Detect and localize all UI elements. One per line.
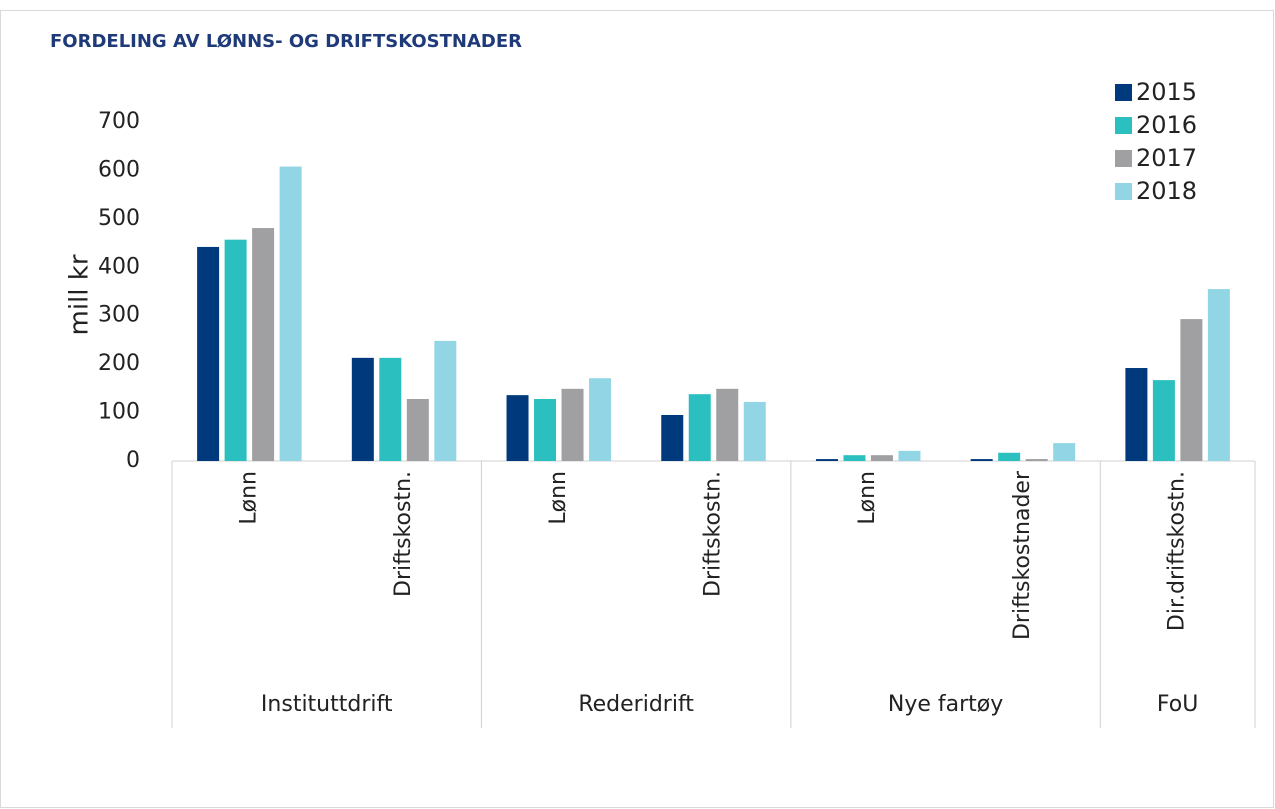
y-tick-label: 500 bbox=[98, 206, 140, 231]
bar bbox=[743, 401, 766, 461]
bar bbox=[406, 399, 429, 461]
legend-label: 2015 bbox=[1136, 78, 1197, 106]
y-axis-title: mill kr bbox=[65, 254, 95, 335]
bar bbox=[379, 357, 402, 461]
x-tick-label: Driftskostn. bbox=[701, 471, 726, 597]
bar bbox=[1125, 368, 1148, 461]
y-tick-label: 700 bbox=[98, 109, 140, 134]
x-tick-label: Driftskostnader bbox=[1010, 470, 1035, 640]
bar bbox=[506, 395, 529, 461]
y-tick-label: 600 bbox=[98, 157, 140, 182]
bar bbox=[815, 459, 838, 461]
bar bbox=[197, 246, 220, 461]
y-tick-label: 0 bbox=[126, 448, 140, 473]
x-tick-label: Dir.driftskostn. bbox=[1165, 471, 1190, 631]
legend-label: 2018 bbox=[1136, 177, 1197, 205]
bar bbox=[224, 239, 247, 461]
bar bbox=[279, 166, 302, 461]
bar bbox=[1025, 459, 1048, 461]
y-tick-label: 400 bbox=[98, 254, 140, 279]
bar bbox=[252, 228, 275, 461]
bar bbox=[898, 450, 921, 461]
legend-swatch bbox=[1115, 150, 1132, 167]
x-tick-label: Lønn bbox=[236, 471, 261, 525]
group-label: Nye fartøy bbox=[888, 692, 1003, 717]
bar bbox=[661, 414, 684, 461]
legend-label: 2017 bbox=[1136, 144, 1197, 172]
bar bbox=[688, 394, 711, 461]
bar bbox=[434, 340, 457, 461]
group-label: Rederidrift bbox=[578, 692, 694, 717]
bar bbox=[589, 378, 612, 461]
bar bbox=[561, 388, 584, 461]
bar bbox=[970, 459, 993, 461]
group-label: Instituttdrift bbox=[261, 692, 393, 717]
x-tick-label: Driftskostn. bbox=[391, 471, 416, 597]
bar bbox=[843, 455, 866, 461]
y-tick-label: 200 bbox=[98, 351, 140, 376]
legend-swatch bbox=[1115, 183, 1132, 200]
x-tick-label: Lønn bbox=[546, 471, 571, 525]
legend-label: 2016 bbox=[1136, 111, 1197, 139]
bar bbox=[716, 388, 739, 461]
legend-swatch bbox=[1115, 84, 1132, 101]
group-label: FoU bbox=[1157, 692, 1198, 717]
chart-title: FORDELING AV LØNNS- OG DRIFTSKOSTNADER bbox=[50, 31, 522, 52]
bar bbox=[534, 399, 557, 461]
x-tick-label: Lønn bbox=[855, 471, 880, 525]
y-tick-label: 300 bbox=[98, 303, 140, 328]
bar bbox=[1053, 443, 1076, 461]
bar bbox=[351, 357, 374, 461]
bar bbox=[998, 452, 1021, 461]
bar bbox=[1207, 289, 1230, 461]
legend-swatch bbox=[1115, 117, 1132, 134]
bar bbox=[870, 455, 893, 461]
bar bbox=[1152, 380, 1175, 461]
chart-frame bbox=[0, 10, 1274, 808]
bar bbox=[1180, 319, 1203, 461]
y-tick-label: 100 bbox=[98, 400, 140, 425]
